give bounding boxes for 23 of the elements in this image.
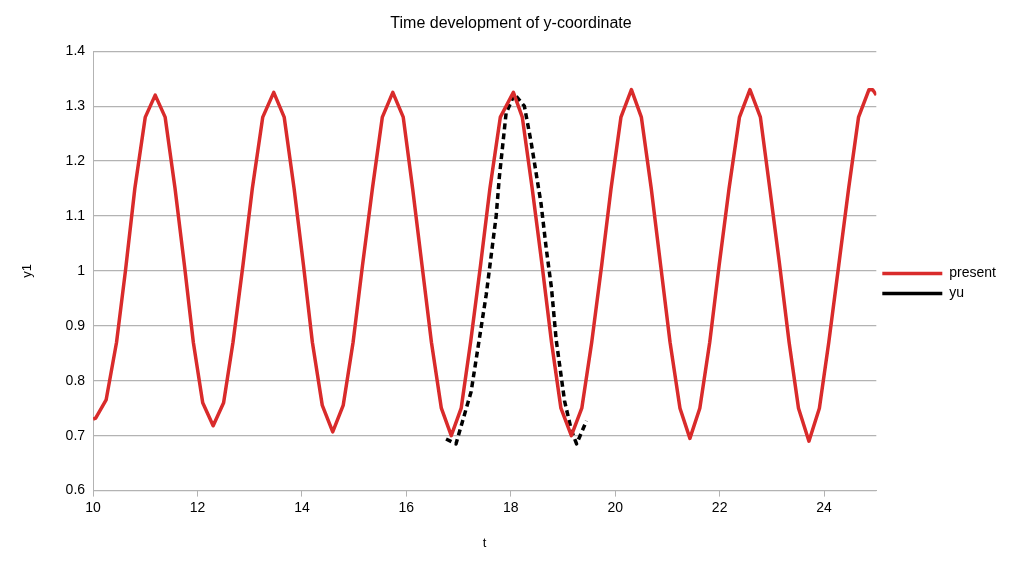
- y-tick-label: 0.9: [65, 316, 86, 333]
- x-tick-label: 14: [294, 498, 310, 515]
- x-axis-title: t: [482, 534, 487, 550]
- y-tick-label: 0.6: [65, 481, 86, 498]
- chart-title: Time development of y-coordinate: [390, 14, 632, 32]
- x-tick-label: 20: [607, 498, 624, 515]
- x-tick-label: 18: [503, 498, 519, 515]
- x-tick-label: 22: [711, 498, 728, 515]
- line-series: [444, 92, 589, 446]
- y-tick-label: 0.8: [65, 371, 86, 388]
- y-tick-label: 0.7: [65, 426, 86, 443]
- y-tick-label: 1.1: [65, 206, 86, 223]
- legend-label: yu: [949, 284, 965, 301]
- y-axis-title: y1: [19, 264, 35, 278]
- x-tick-label: 24: [816, 498, 833, 515]
- x-tick-label: 12: [189, 498, 206, 515]
- y-tick-label: 1.2: [65, 151, 86, 168]
- y-tick-label: 1.4: [65, 42, 86, 59]
- x-tick-label: 16: [398, 498, 415, 515]
- y-tick-label: 1.3: [65, 96, 86, 113]
- x-tick-label: 10: [85, 498, 102, 515]
- y-tick-label: 1: [77, 261, 86, 278]
- legend-label: present: [949, 264, 997, 281]
